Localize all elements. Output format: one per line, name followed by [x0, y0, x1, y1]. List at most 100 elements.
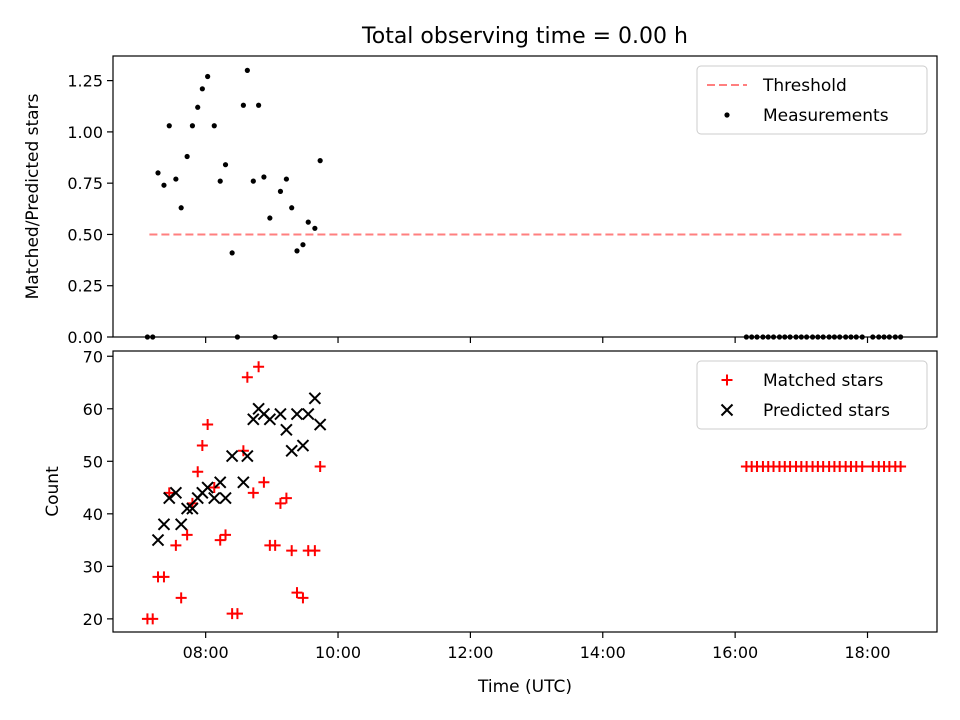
legend-box — [696, 360, 928, 430]
data-point — [290, 407, 304, 421]
data-point — [211, 123, 217, 129]
data-point — [250, 178, 256, 184]
y-axis-label: Matched/Predicted stars — [23, 93, 43, 299]
data-point — [312, 225, 318, 231]
x-tick-label: 08:00 — [183, 643, 229, 662]
legend-label: Matched stars — [763, 371, 883, 391]
data-point — [277, 188, 284, 194]
data-point — [291, 587, 303, 599]
data-point — [229, 250, 235, 256]
data-point — [274, 497, 286, 509]
data-point — [155, 170, 161, 176]
data-point — [196, 440, 208, 452]
data-point — [317, 158, 323, 164]
data-point — [173, 176, 179, 182]
data-point — [178, 205, 184, 211]
legend-marker-swatch — [720, 403, 734, 417]
y-tick-label: 70 — [83, 347, 103, 366]
data-point — [220, 529, 232, 541]
data-point — [166, 123, 172, 129]
data-point — [261, 174, 267, 180]
y-tick-label: 1.25 — [67, 72, 103, 91]
data-point — [202, 419, 214, 431]
data-point — [300, 242, 306, 248]
axes-frame — [112, 350, 938, 633]
data-point — [283, 176, 290, 182]
ratio-panel: 0.00 0.25 0.50 0.75 1.00 1.25 Matched/Predicte… — [23, 55, 938, 347]
x-tick-label: 18:00 — [844, 643, 890, 662]
data-point — [856, 461, 868, 473]
chart-title: Total observing time = 0.00 h — [361, 24, 688, 49]
data-point — [258, 476, 270, 488]
legend-marker-swatch — [721, 374, 733, 386]
y-axis-label: Count — [43, 466, 63, 517]
y-tick-label: 60 — [83, 400, 103, 419]
data-point — [263, 413, 277, 426]
data-point — [158, 571, 170, 583]
data-point — [247, 413, 260, 426]
data-point — [244, 67, 250, 73]
data-point — [169, 486, 183, 500]
x-tick-label: 12:00 — [447, 643, 493, 662]
y-tick-label: 0.25 — [67, 277, 103, 296]
data-point — [286, 545, 298, 557]
data-point — [181, 529, 193, 541]
data-point — [313, 418, 327, 431]
data-point — [208, 482, 220, 494]
data-point — [289, 205, 295, 211]
data-point — [231, 608, 243, 620]
data-point — [184, 153, 190, 160]
data-point — [222, 162, 229, 168]
y-tick-label: 20 — [83, 610, 103, 629]
y-tick-label: 40 — [83, 505, 103, 524]
data-point — [240, 102, 246, 108]
data-point — [280, 423, 293, 436]
data-point — [296, 439, 310, 452]
data-point — [305, 219, 311, 225]
data-point — [294, 248, 300, 254]
data-point — [214, 476, 227, 489]
data-point — [192, 466, 204, 478]
data-point — [280, 492, 292, 504]
data-point — [269, 539, 281, 551]
y-tick-label: 1.00 — [67, 123, 103, 142]
data-point — [170, 539, 182, 551]
legend-label: Predicted stars — [763, 401, 890, 421]
data-point — [302, 407, 315, 421]
y-tick-label: 0.00 — [67, 328, 103, 347]
data-point — [199, 86, 205, 92]
y-tick-label: 30 — [83, 557, 103, 576]
y-tick-label: 0.50 — [67, 225, 103, 244]
data-point — [161, 182, 167, 188]
data-point — [175, 592, 187, 604]
y-tick-label: 0.75 — [67, 174, 103, 193]
data-point — [225, 449, 239, 463]
data-point — [163, 487, 175, 499]
data-point — [201, 481, 214, 494]
data-point — [241, 371, 253, 383]
data-point — [247, 487, 259, 499]
x-tick-label: 10:00 — [315, 643, 361, 662]
data-point — [267, 215, 273, 221]
data-point — [195, 104, 201, 110]
x-axis-label: Time (UTC) — [477, 677, 572, 697]
data-point — [237, 476, 250, 489]
data-point — [274, 407, 287, 421]
data-point — [147, 613, 159, 625]
data-point — [189, 123, 196, 129]
data-point — [174, 518, 188, 531]
data-point — [256, 102, 262, 108]
data-point — [157, 518, 171, 531]
data-point — [308, 392, 322, 405]
legend-label: Measurements — [763, 106, 889, 126]
data-point — [214, 534, 226, 546]
x-tick-label: 16:00 — [712, 643, 758, 662]
y-tick-label: 50 — [83, 452, 103, 471]
data-point — [186, 502, 199, 515]
data-point — [151, 533, 165, 547]
data-point — [309, 545, 321, 557]
data-point — [253, 361, 265, 373]
legend-label: Threshold — [762, 76, 847, 96]
data-point — [895, 461, 907, 473]
